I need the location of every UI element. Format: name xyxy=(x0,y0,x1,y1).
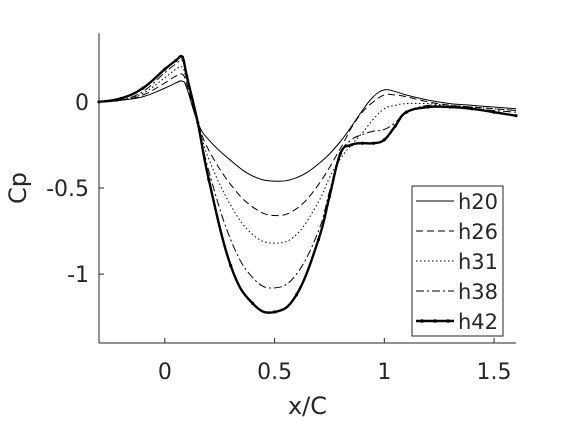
x-tick-label: 1 xyxy=(377,360,391,385)
series-marker xyxy=(426,105,430,109)
legend-label-h38: h38 xyxy=(458,280,498,304)
series-marker xyxy=(371,141,375,145)
y-axis-label: Cp xyxy=(4,172,32,204)
series-h38 xyxy=(98,59,517,289)
x-tick-label: 0 xyxy=(158,360,172,385)
series-marker xyxy=(185,74,189,78)
legend-marker xyxy=(420,319,424,323)
series-marker xyxy=(470,107,474,111)
x-tick-label: 0.5 xyxy=(257,360,292,385)
series-marker xyxy=(196,120,200,125)
y-axis: 0 -0.5 -1 xyxy=(46,33,104,343)
legend-label-h31: h31 xyxy=(458,250,498,274)
series-h31 xyxy=(98,65,517,244)
series-marker xyxy=(382,138,386,142)
x-tick-label: 1.5 xyxy=(477,360,512,385)
legend-marker xyxy=(446,319,450,323)
series-marker xyxy=(448,105,452,109)
series-marker xyxy=(229,263,233,268)
series-marker xyxy=(349,143,353,147)
series-marker xyxy=(119,96,123,101)
series-marker xyxy=(338,151,343,156)
series-marker xyxy=(207,177,211,181)
series-marker xyxy=(360,141,364,145)
legend-label-h20: h20 xyxy=(458,190,498,214)
series-h26 xyxy=(98,73,517,217)
series-marker xyxy=(393,124,397,128)
legend-label-h26: h26 xyxy=(458,220,498,244)
series-marker xyxy=(294,293,299,297)
legend-label-h42: h42 xyxy=(458,310,498,334)
legend-box xyxy=(411,185,504,337)
series-marker xyxy=(251,301,255,305)
series-marker xyxy=(272,310,277,314)
legend-marker xyxy=(433,319,437,323)
y-tick-label: -1 xyxy=(67,263,89,288)
series-marker xyxy=(327,195,332,199)
y-tick-label: -0.5 xyxy=(46,177,89,202)
series-marker xyxy=(492,110,496,114)
series-group xyxy=(97,54,518,314)
series-marker xyxy=(163,67,167,71)
x-axis: 0 0.5 1 1.5 xyxy=(99,338,516,385)
series-marker xyxy=(180,55,184,59)
series-h42-markers xyxy=(97,55,518,314)
series-h20 xyxy=(98,80,517,182)
series-marker xyxy=(514,114,518,118)
y-tick-label: 0 xyxy=(75,91,89,116)
series-marker xyxy=(404,110,408,114)
series-marker xyxy=(316,238,321,242)
x-axis-label: x/C xyxy=(288,392,327,420)
legend: h20 h26 h31 h38 h42 xyxy=(411,185,504,337)
series-marker xyxy=(141,86,145,90)
series-marker xyxy=(174,58,178,63)
